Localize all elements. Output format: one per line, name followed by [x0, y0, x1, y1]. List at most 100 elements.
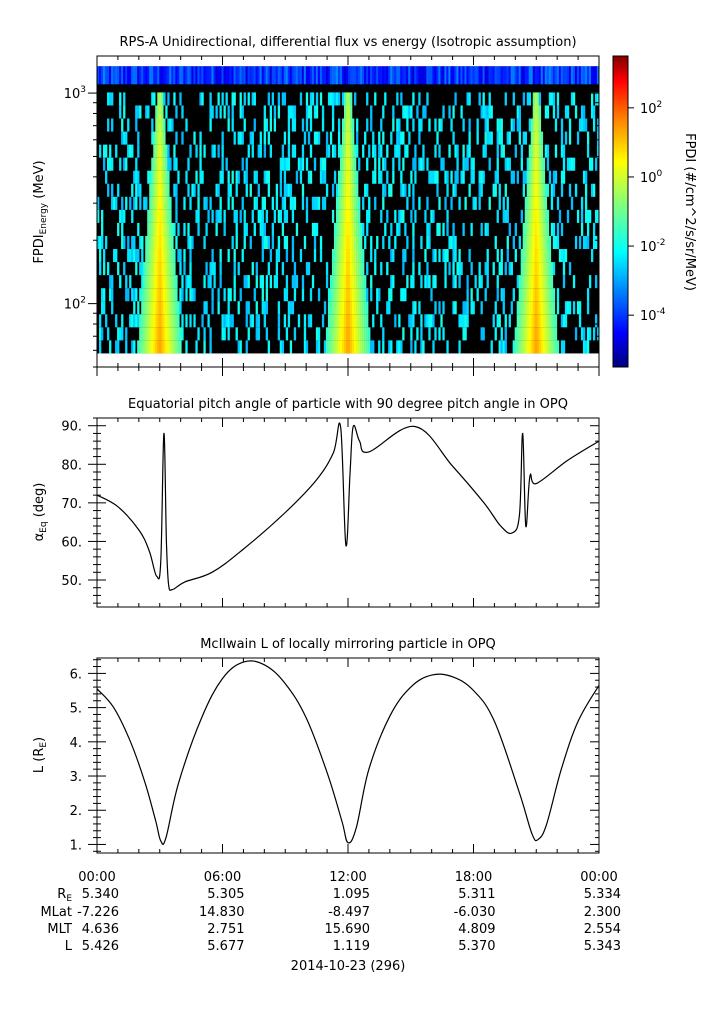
spectrogram-cell — [247, 66, 250, 85]
spectrogram-cell — [558, 66, 562, 85]
spectrogram-cell — [446, 170, 449, 184]
spectrogram-cell — [558, 209, 562, 223]
spectrogram-cell — [155, 314, 158, 328]
spectrogram-cell — [179, 66, 182, 85]
spectrogram-cell — [277, 327, 281, 341]
spectrogram-cell — [173, 262, 176, 276]
spectrogram-cell — [271, 66, 275, 85]
spectrogram-cell — [187, 183, 190, 197]
spectrogram-cell — [239, 340, 242, 354]
spectrogram-cell — [374, 157, 377, 171]
spectrogram-cell — [442, 301, 445, 315]
spectrogram-cell — [167, 301, 170, 315]
spectrogram-cell — [484, 118, 487, 132]
spectrogram-cell — [143, 262, 146, 276]
spectrogram-cell — [211, 209, 214, 223]
spectrogram-cell — [189, 144, 192, 158]
spectrogram-cell — [556, 222, 560, 236]
spectrogram-cell — [141, 314, 144, 328]
spectrogram-cell — [400, 340, 403, 354]
spectrogram-cell — [414, 66, 417, 85]
spectrogram-cell — [584, 183, 588, 197]
spectrogram-cell — [327, 314, 331, 328]
spectrogram-cell — [410, 170, 413, 184]
spectrogram-cell — [107, 118, 110, 132]
spectrogram-cell — [532, 66, 536, 85]
spectrogram-cell — [540, 262, 544, 276]
spectrogram-cell — [327, 288, 331, 302]
spectrogram-cell — [337, 222, 341, 236]
spectrogram-cell — [364, 301, 367, 315]
spectrogram-cell — [488, 66, 491, 85]
spectrogram-cell — [301, 183, 305, 197]
spectrogram-cell — [301, 144, 305, 158]
spectrogram-cell — [544, 144, 548, 158]
spectrogram-cell — [151, 327, 154, 341]
spectrogram-cell — [205, 301, 208, 315]
spectrogram-cell — [496, 249, 499, 263]
colorbar-tick-label: 100 — [640, 169, 663, 186]
spectrogram-cell — [175, 66, 178, 85]
spectrogram-x-ticks — [96, 56, 600, 376]
spectrogram-cell — [458, 275, 461, 289]
spectrogram-cell — [534, 249, 538, 263]
spectrogram-cell — [145, 105, 148, 119]
spectrogram-cell — [153, 275, 156, 289]
spectrogram-cell — [414, 170, 417, 184]
spectrogram-cell — [309, 118, 313, 132]
spectrogram-cell — [247, 275, 250, 289]
spectrogram-cell — [534, 144, 538, 158]
spectrogram-cell — [586, 209, 590, 223]
spectrogram-cell — [241, 249, 244, 263]
spectrogram-cell — [480, 301, 483, 315]
spectrogram-cell — [153, 249, 156, 263]
spectrogram-cell — [201, 314, 204, 328]
spectrogram-cell — [315, 92, 319, 106]
spectrogram-cell — [422, 66, 425, 85]
spectrogram-cell — [153, 66, 156, 85]
spectrogram-cell — [299, 249, 303, 263]
spectrogram-cell — [476, 66, 479, 85]
spectrogram-cell — [117, 66, 120, 85]
spectrogram-cell — [151, 235, 154, 250]
spectrogram-cell — [536, 105, 540, 119]
spectrogram-cell — [215, 105, 218, 119]
spectrogram-cell — [526, 249, 530, 263]
spectrogram-cell — [548, 262, 552, 276]
spectrogram-cell — [167, 66, 170, 85]
spectrogram-cell — [452, 105, 455, 119]
spectrogram-cell — [438, 222, 441, 236]
spectrogram-cell — [348, 66, 351, 85]
spectrogram-cell — [350, 183, 353, 197]
spectrogram-cell — [147, 301, 150, 315]
spectrogram-cell — [354, 222, 357, 236]
spectrogram-cell — [221, 131, 224, 145]
panel-spectrogram: RPS-A Unidirectional, differential flux … — [32, 35, 697, 376]
spectrogram-cell — [215, 183, 218, 197]
spectrogram-cell — [283, 314, 287, 328]
spectrogram-cell — [151, 183, 154, 197]
spectrogram-cell — [356, 314, 359, 328]
spectrogram-cell — [356, 275, 359, 289]
spectrogram-cell — [303, 314, 307, 328]
spectrogram-cell — [588, 157, 592, 171]
spectrogram-cell — [149, 340, 152, 354]
spectrogram-cell — [293, 275, 297, 289]
spectrogram-cell — [378, 131, 381, 145]
spectrogram-cell — [480, 183, 483, 197]
spectrogram-cell — [566, 209, 570, 223]
spectrogram-cell — [448, 66, 451, 85]
spectrogram-cell — [169, 157, 172, 171]
spectrogram-cell — [163, 144, 166, 158]
spectrogram-cell — [263, 196, 266, 210]
spectrogram-cell — [402, 131, 405, 145]
spectrogram-cell — [117, 340, 120, 354]
spectrogram-cell — [333, 66, 337, 85]
spectrogram-cell — [199, 170, 202, 184]
spectrogram-cell — [123, 262, 126, 276]
spectrogram-cell — [494, 66, 497, 85]
spectrogram-cell — [470, 262, 473, 276]
spectrogram-cell — [410, 327, 413, 341]
spectrogram-cell — [468, 131, 471, 145]
spectrogram-cell — [121, 235, 124, 250]
